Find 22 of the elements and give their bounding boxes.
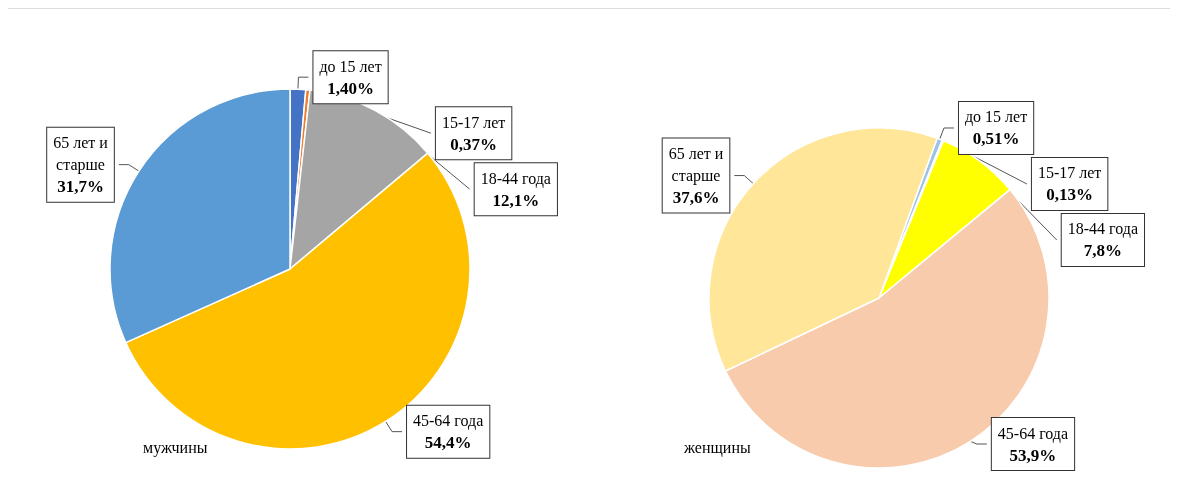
slice-label: 18-44 года: [1067, 220, 1139, 239]
data-label: 1,40%: [327, 78, 374, 98]
slice-label: до 15 лет: [319, 57, 382, 76]
slice-label: 15-17 лет: [441, 113, 506, 131]
data-label: 0,13%: [1046, 185, 1094, 205]
data-label: 53,9%: [1009, 445, 1057, 465]
slice-label: 65 лет и старше: [668, 145, 724, 186]
data-label: 0,51%: [972, 129, 1020, 149]
text: мужчины: [143, 438, 208, 457]
slice-label: 15-17 лет: [1037, 164, 1102, 182]
data-label: 31,7%: [57, 177, 104, 197]
data-label: 37,6%: [672, 188, 720, 208]
slice-label: 18-44 года: [480, 169, 551, 188]
data-label: 12,1%: [492, 190, 540, 210]
data-label: 0,37%: [450, 134, 497, 154]
data-label: 7,8%: [1083, 241, 1122, 261]
data-label: 54,4%: [424, 433, 472, 453]
slice-label: до 15 лет: [964, 108, 1028, 127]
slice-label: 45-64 года: [413, 412, 484, 431]
slice-label: 45-64 года: [997, 424, 1069, 443]
slice-label: 65 лет и старше: [53, 134, 109, 175]
text: женщины: [683, 438, 751, 457]
